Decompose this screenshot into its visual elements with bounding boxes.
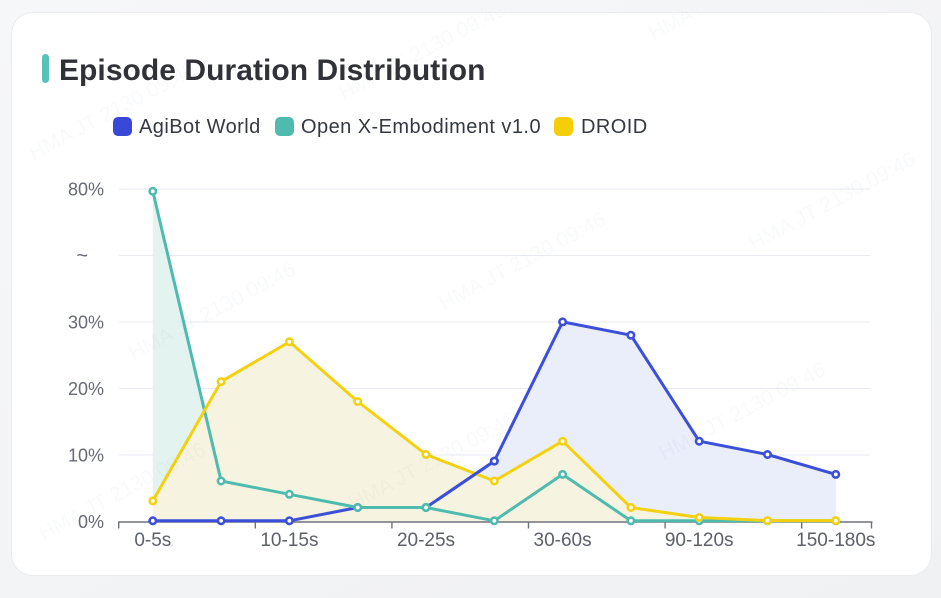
svg-text:20%: 20% (68, 379, 104, 399)
svg-text:150-180s: 150-180s (796, 530, 875, 551)
svg-text:20-25s: 20-25s (397, 530, 455, 551)
svg-text:~: ~ (76, 245, 88, 267)
svg-text:0-5s: 0-5s (134, 530, 171, 551)
svg-text:30%: 30% (68, 313, 104, 333)
svg-text:80%: 80% (68, 180, 104, 200)
svg-text:10-15s: 10-15s (260, 530, 318, 551)
svg-text:0%: 0% (78, 512, 104, 532)
svg-text:30-60s: 30-60s (534, 530, 592, 551)
svg-text:10%: 10% (68, 446, 104, 466)
svg-text:90-120s: 90-120s (665, 530, 734, 551)
